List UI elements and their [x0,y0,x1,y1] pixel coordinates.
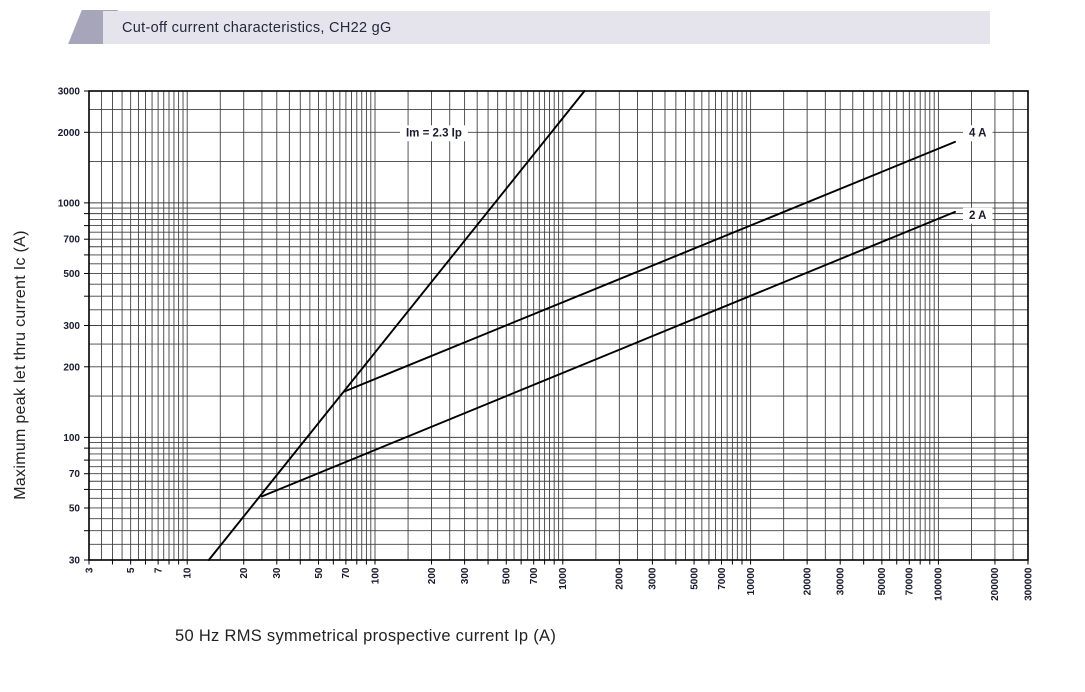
curve-2-a [260,210,956,498]
x-tick-label: 50 [314,567,325,579]
x-tick-label: 50000 [877,567,888,595]
y-tick-label: 1000 [58,198,81,209]
x-tick-label: 1000 [558,567,569,590]
y-tick-label: 30 [69,556,81,567]
x-tick-label: 3 [84,567,95,573]
x-tick-label: 20000 [802,567,813,595]
x-tick-label: 10000 [746,567,757,595]
x-tick-label: 100000 [934,567,945,601]
y-tick-label: 2000 [58,128,81,139]
y-tick-label: 100 [63,433,80,444]
x-tick-label: 5000 [689,567,700,590]
x-tick-label: 70 [341,567,352,579]
x-tick-label: 70000 [905,567,916,595]
curve-label-4-a: 4 A [969,127,986,139]
curve-label-backing [399,125,468,142]
x-tick-label: 200 [427,567,438,584]
y-tick-label: 500 [63,269,80,280]
y-tick-label: 3000 [58,87,81,98]
curve-im-2-3-ip [207,90,586,561]
y-tick-label: 300 [63,321,80,332]
x-tick-label: 300000 [1023,567,1034,601]
y-axis-title: Maximum peak let thru current Ic (A) [12,230,29,500]
x-tick-label: 700 [529,567,540,584]
chart-title: Cut-off current characteristics, CH22 gG [122,19,392,36]
curve-label-backing [963,125,993,142]
x-tick-label: 7 [153,567,164,573]
y-tick-label: 70 [69,469,81,480]
curve-label-backing [963,207,993,224]
x-tick-label: 100 [370,567,381,584]
x-tick-label: 3000 [648,567,659,590]
x-tick-label: 20 [239,567,250,579]
curve-label-2-a: 2 A [969,210,986,222]
x-tick-label: 500 [502,567,513,584]
x-tick-label: 200000 [990,567,1001,601]
header-bar: Cut-off current characteristics, CH22 gG [103,11,990,44]
x-tick-label: 2000 [615,567,626,590]
x-tick-label: 10 [182,567,193,579]
y-tick-label: 50 [69,503,81,514]
curve-label-im-2-3-ip: Im = 2.3 Ip [406,127,462,139]
y-tick-label: 700 [63,235,80,246]
x-tick-label: 30000 [836,567,847,595]
x-tick-label: 7000 [717,567,728,590]
x-axis-title: 50 Hz RMS symmetrical prospective curren… [175,627,557,645]
x-tick-label: 5 [126,567,137,573]
x-tick-label: 300 [460,567,471,584]
x-tick-label: 30 [272,567,283,579]
curve-4-a [343,140,956,393]
y-tick-label: 200 [63,362,80,373]
